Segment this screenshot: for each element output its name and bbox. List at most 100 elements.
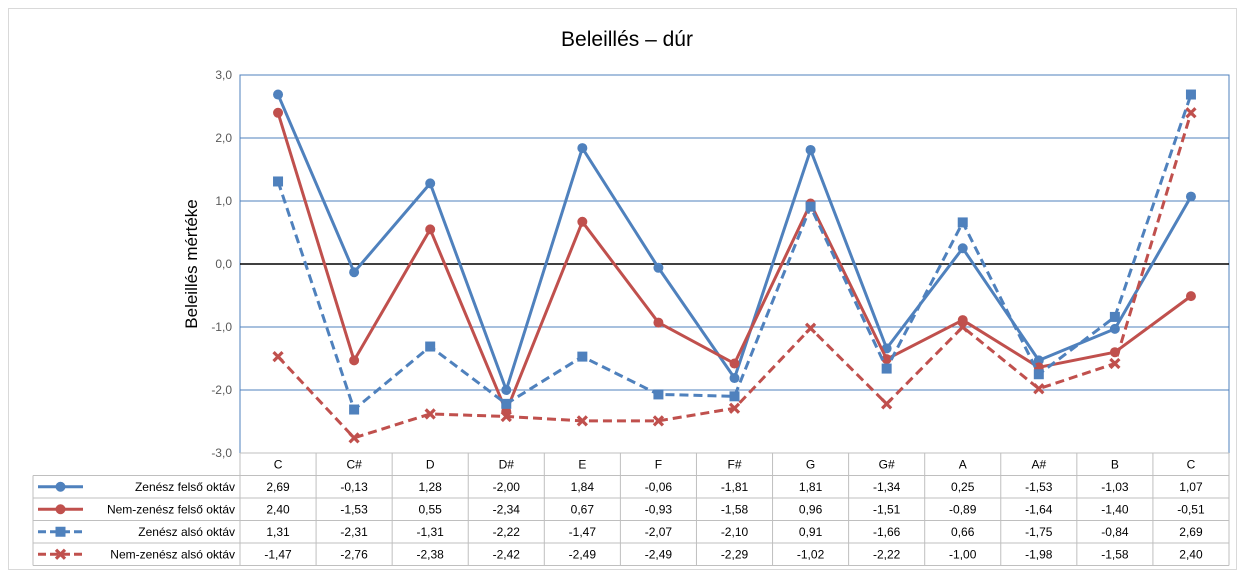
data-point-s2	[957, 315, 968, 326]
series-line-1	[276, 93, 1193, 392]
x-tick-label: C#	[346, 457, 362, 471]
data-point-s1	[577, 143, 588, 154]
data-label: -1,02	[797, 547, 825, 561]
plot-area: 3,0 2,0 1,0 0,0 -1,0 -2,0 -3,0	[211, 68, 1230, 460]
data-point-s1	[957, 243, 968, 254]
data-point-s4	[652, 415, 665, 427]
x-tick-label: E	[578, 457, 586, 471]
data-point-s1	[805, 144, 816, 155]
data-point-s3	[1185, 89, 1196, 100]
data-label: 0,55	[419, 502, 443, 516]
data-label: -2,22	[873, 547, 901, 561]
data-label: -1,53	[1025, 480, 1053, 494]
x-tick-label: B	[1111, 457, 1119, 471]
data-label: 0,91	[799, 525, 823, 539]
legend-label: Zenész felső oktáv	[135, 480, 235, 494]
data-label: -1,66	[873, 525, 901, 539]
data-label: -2,49	[645, 547, 673, 561]
y-tick-label: -2,0	[211, 383, 232, 397]
data-point-s2	[577, 216, 588, 227]
legend-key-marker	[55, 481, 66, 492]
series-line-4	[276, 112, 1193, 440]
data-point-s4	[957, 321, 969, 333]
data-point-s3	[957, 217, 968, 228]
data-point-s4	[804, 322, 817, 334]
data-point-s2	[349, 355, 360, 366]
data-point-s1	[729, 373, 740, 384]
legend-label: Zenész alsó oktáv	[138, 525, 235, 539]
legend-label: Nem-zenész alsó oktáv	[110, 547, 235, 561]
data-label: -2,29	[721, 547, 749, 561]
data-point-s2	[273, 107, 284, 118]
legend-key-marker	[55, 526, 66, 537]
data-label: -1,81	[721, 480, 749, 494]
data-label: -1,47	[264, 547, 292, 561]
chart-title: Beleillés – dúr	[561, 28, 693, 51]
data-point-s4	[1185, 107, 1197, 119]
data-point-s4	[272, 350, 284, 363]
x-tick-label: F	[655, 457, 662, 471]
data-label: 1,31	[266, 525, 290, 539]
data-point-s3	[881, 363, 892, 374]
data-label: -1,51	[873, 502, 901, 516]
data-label: 2,40	[266, 502, 290, 516]
data-label: 0,67	[571, 502, 595, 516]
data-point-s3	[501, 398, 512, 409]
x-tick-label: G	[806, 457, 815, 471]
y-tick-label: 2,0	[215, 131, 232, 145]
data-label: -2,07	[645, 525, 673, 539]
data-label: -0,89	[949, 502, 977, 516]
x-tick-label: C	[1187, 457, 1196, 471]
data-point-s1	[653, 262, 664, 273]
y-tick-label: -1,0	[211, 320, 232, 334]
data-label: -2,31	[340, 525, 368, 539]
data-point-s2	[1185, 291, 1196, 302]
data-label: -1,40	[1101, 502, 1129, 516]
data-point-s1	[1109, 323, 1120, 334]
legend-label: Nem-zenész felső oktáv	[107, 502, 235, 516]
data-label: -0,13	[340, 480, 368, 494]
data-point-s4	[576, 415, 588, 427]
data-label: 1,84	[571, 480, 595, 494]
data-point-s4	[348, 432, 360, 444]
data-label: -0,06	[645, 480, 673, 494]
legend-key-marker	[54, 548, 67, 560]
data-point-s3	[805, 201, 816, 212]
data-label: -1,98	[1025, 547, 1053, 561]
data-point-s4	[500, 410, 512, 423]
y-tick-label: 1,0	[215, 194, 232, 208]
y-tick-label: -3,0	[211, 446, 232, 460]
data-point-s1	[1185, 191, 1196, 202]
data-label: -2,38	[417, 547, 445, 561]
data-label: -2,10	[721, 525, 749, 539]
data-label: -2,00	[493, 480, 521, 494]
data-table: C C# D D# E F F# G G# A A# B C Zenész felső oktáv 2,69…	[32, 452, 1230, 566]
data-label: -1,58	[721, 502, 749, 516]
x-tick-label: D	[426, 457, 435, 471]
data-point-s3	[729, 391, 740, 402]
data-label: -0,93	[645, 502, 673, 516]
x-tick-label: D#	[499, 457, 515, 471]
data-point-s3	[425, 341, 436, 352]
data-label: -1,00	[949, 547, 977, 561]
data-label: 0,96	[799, 502, 823, 516]
data-label: -0,51	[1177, 502, 1205, 516]
chart-frame	[8, 8, 1237, 570]
data-label: 2,69	[1179, 525, 1203, 539]
data-label: -0,84	[1101, 525, 1129, 539]
data-point-s3	[273, 176, 284, 187]
data-label: 1,07	[1179, 480, 1203, 494]
data-point-s3	[577, 351, 588, 362]
data-point-s4	[424, 408, 436, 420]
data-point-s3	[1109, 311, 1120, 322]
legend-key-marker	[55, 504, 66, 515]
x-tick-label: G#	[879, 457, 895, 471]
data-label: -1,31	[417, 525, 445, 539]
data-point-s2	[425, 224, 436, 235]
data-label: 1,28	[419, 480, 443, 494]
data-point-s1	[349, 267, 360, 278]
data-point-s2	[653, 317, 664, 328]
data-label: 0,25	[951, 480, 975, 494]
data-label: -2,42	[493, 547, 521, 561]
data-label: -2,76	[340, 547, 368, 561]
